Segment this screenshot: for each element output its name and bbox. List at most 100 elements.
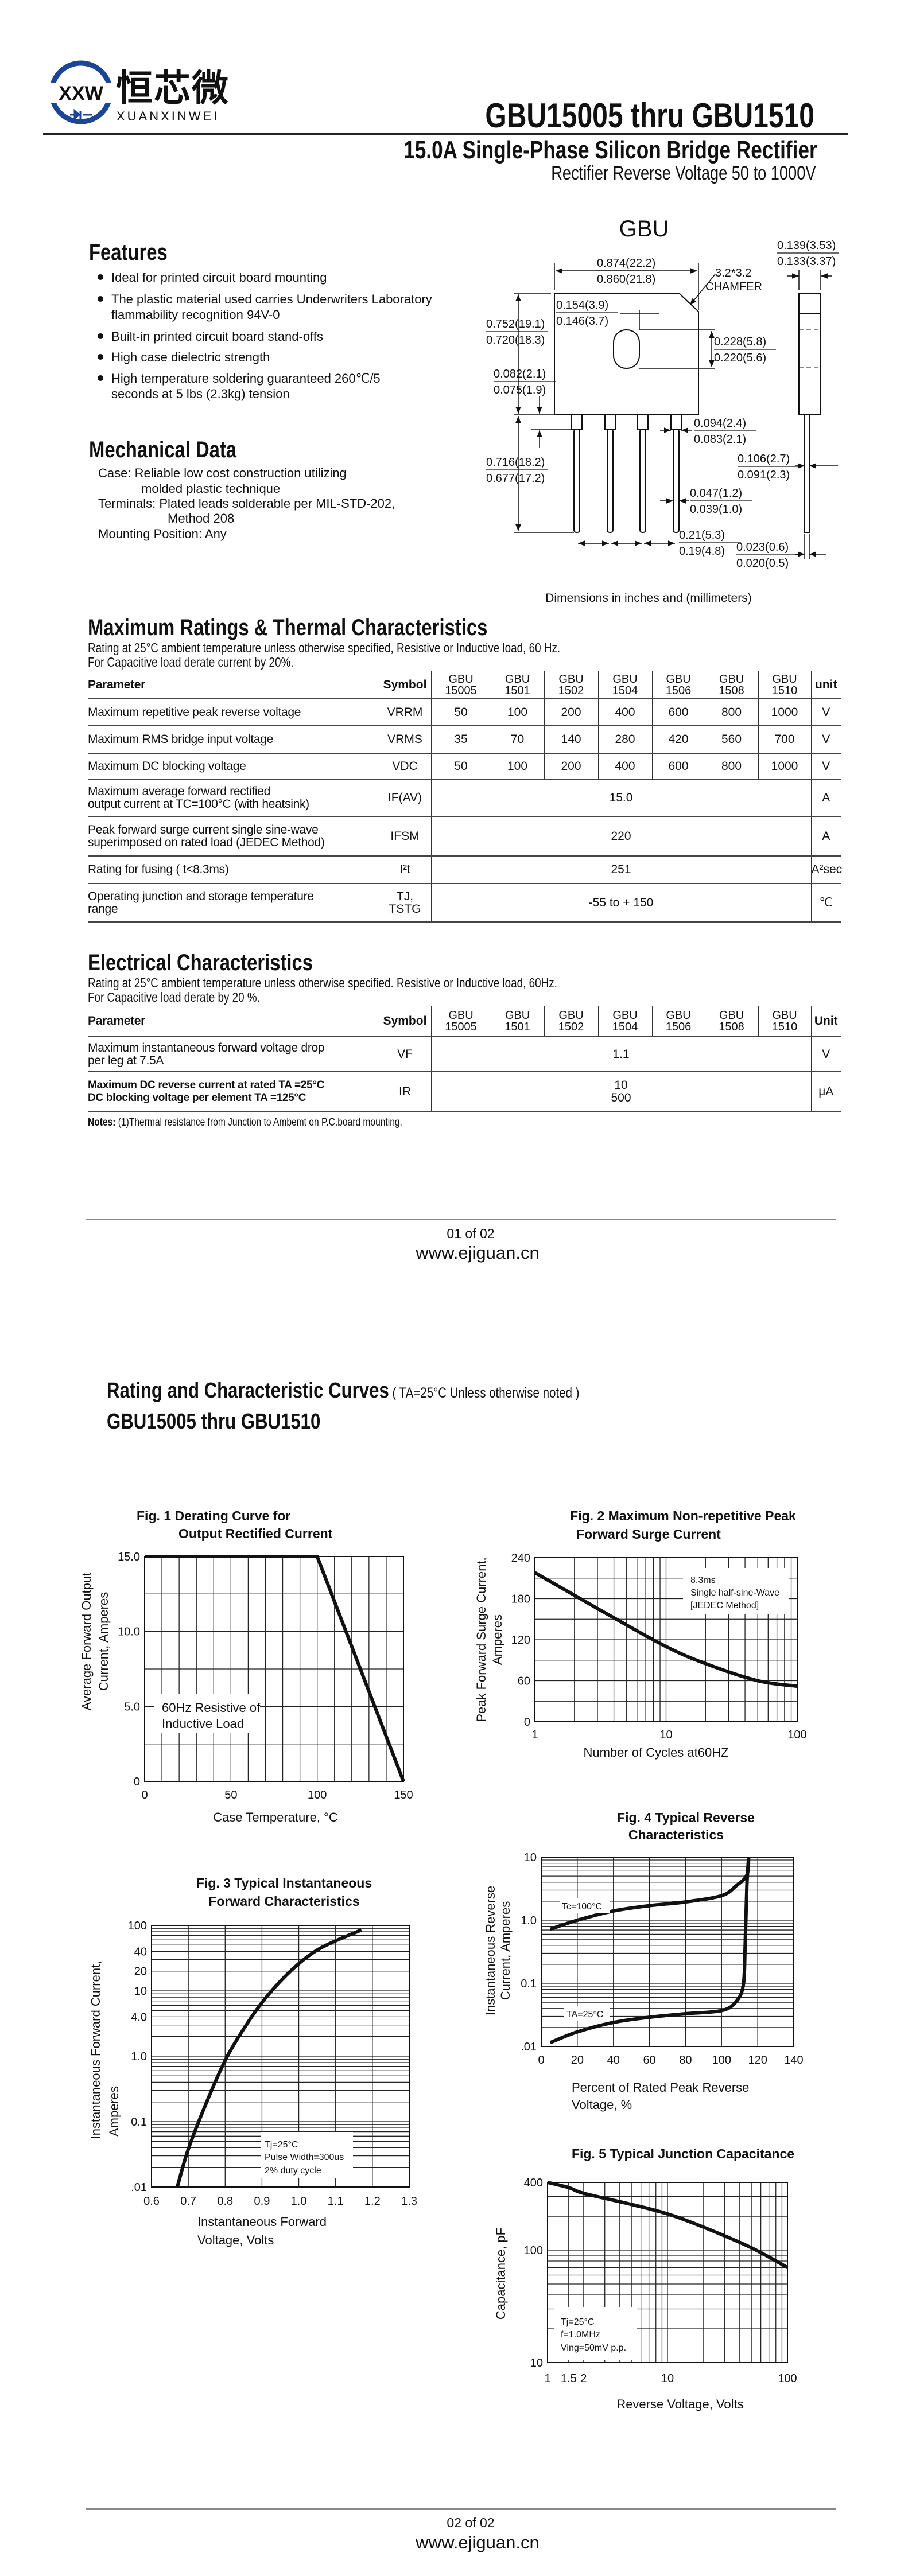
y-tick-label: .01	[131, 2181, 147, 2194]
electrical-note: For Capacitive load derate by 20 %.	[88, 990, 260, 1005]
chart-title: Forward Characteristics	[208, 1894, 359, 1909]
row-value: 100	[490, 699, 544, 726]
curve-series-0	[534, 1571, 798, 1688]
row-symbol: VDC	[378, 753, 431, 779]
y-tick-label: 120	[511, 1634, 530, 1647]
ratings-table: Parameter Symbol GBU 15005 GBU 1501 GBU 1502…	[88, 671, 842, 923]
annotation-box	[683, 1568, 789, 1614]
row-value: 280	[597, 726, 652, 753]
x-tick-label: 1.3	[401, 2195, 417, 2208]
plot-frame	[547, 2182, 788, 2363]
dimension-label: 0.228(5.8) 0.220(5.6)	[714, 336, 776, 364]
header-symbol: Symbol	[378, 1006, 431, 1037]
chart-title: Forward Surge Current	[576, 1527, 721, 1542]
dimension-label: 0.082(2.1) 0.075(1.9)	[494, 368, 556, 396]
annotation-text: Tj=25°C	[265, 2140, 298, 2150]
x-tick-label: 0	[141, 1789, 148, 1801]
dimension-max: 0.21(5.3)	[679, 529, 725, 542]
annotation-box	[154, 1694, 260, 1733]
header-model: GBU 1501	[490, 1006, 544, 1037]
logo-chinese: 恒芯微	[116, 68, 230, 109]
x-tick-label: 1.5	[561, 2372, 577, 2385]
y-axis-label: Instantaneous Forward Current,	[88, 1961, 103, 2139]
annotation-text: Single half-sine-Wave	[690, 1588, 779, 1598]
chart-title: Output Rectified Current	[178, 1526, 333, 1541]
row-parameter: Operating junction and storage temperatu…	[88, 889, 314, 916]
y-tick-label: 180	[511, 1593, 530, 1606]
table-row: Peak forward surge current single sine-w…	[88, 816, 841, 856]
dimension-min: 0.020(0.5)	[736, 557, 789, 570]
dimension-min: 0.075(1.9)	[494, 384, 546, 396]
row-value: 50	[430, 753, 491, 779]
row-unit: A	[810, 816, 841, 856]
dimensions-note: Dimensions in inches and (millimeters)	[545, 592, 751, 605]
dimension-max: 0.874(22.2)	[597, 257, 655, 270]
y-axis-label: Amperes	[107, 2086, 121, 2137]
row-parameter: Peak forward surge current single sine-w…	[88, 823, 325, 849]
footer-url[interactable]: www.ejiguan.cn	[416, 2532, 540, 2552]
electrical-table: Parameter Symbol GBU 15005 GBU 1501 GBU 1502…	[88, 1006, 841, 1112]
row-value: 140	[544, 726, 598, 753]
y-axis-label: Peak Forward Surge Current,	[474, 1557, 488, 1722]
series-label: TA=25°C	[566, 2010, 603, 2019]
notes-label: Notes:	[88, 1116, 116, 1129]
header-model: GBU 1504	[597, 671, 652, 699]
row-parameter: Maximum instantaneous forward voltage dr…	[88, 1041, 325, 1067]
table-row: Operating junction and storage temperatu…	[88, 884, 841, 922]
row-parameter: Maximum average forward rectified output…	[88, 784, 309, 811]
row-symbol: IR	[378, 1072, 431, 1111]
row-symbol: IFSM	[378, 816, 431, 856]
y-axis-label: Average Forward Output	[79, 1573, 94, 1711]
row-unit: μA	[810, 1072, 841, 1111]
plot-frame	[534, 1557, 798, 1722]
dimension-label: 0.716(18.2) 0.677(17.2)	[486, 456, 548, 485]
annotation-text: f=1.0MHz	[561, 2330, 600, 2340]
dimension-max: 0.023(0.6)	[736, 541, 789, 554]
feature-item: High temperature soldering guaranteed 26…	[96, 371, 381, 402]
y-tick-label: 40	[134, 1945, 147, 1958]
y-tick-label: 1.0	[521, 1915, 537, 1927]
header-model: GBU 15005	[430, 671, 491, 699]
row-unit: A²sec	[810, 856, 842, 884]
y-tick-label: 10.0	[118, 1626, 140, 1639]
row-value: 800	[704, 699, 758, 726]
series-label: Tc=100°C	[562, 1902, 602, 1912]
features-heading: Features	[89, 240, 168, 265]
table-header-row: Parameter Symbol GBU 15005 GBU 1501 GBU 1502…	[88, 671, 841, 699]
row-value: 70	[490, 726, 544, 753]
y-tick-label: 10	[524, 1851, 537, 1864]
x-tick-label: 100	[787, 1729, 806, 1741]
header-unit: Unit	[810, 1006, 841, 1037]
annotation-text: [JEDEC Method]	[690, 1601, 759, 1610]
x-tick-label: 10	[659, 1729, 672, 1741]
dimension-max: 0.047(1.2)	[690, 487, 742, 500]
table-row: Maximum DC blocking voltage VDC 50 100 200 40…	[88, 753, 841, 779]
annotation-text: Tj=25°C	[561, 2317, 594, 2327]
curve-series-0	[547, 2181, 789, 2269]
header-unit: unit	[810, 671, 841, 699]
x-tick-label: 0	[538, 2054, 544, 2067]
dimension-label: 0.047(1.2) 0.039(1.0)	[690, 487, 752, 516]
dimension-max: 0.106(2.7)	[738, 453, 790, 465]
x-axis-label: Case Temperature, °C	[213, 1810, 338, 1824]
row-value: 400	[597, 699, 652, 726]
y-tick-label: 400	[524, 2177, 543, 2189]
plot-frame	[151, 1925, 410, 2188]
y-axis-label: Current, Amperes	[96, 1592, 111, 1691]
curve-series-0	[549, 1857, 751, 1931]
x-tick-label: 100	[778, 2372, 797, 2385]
chart-title: Fig. 5 Typical Junction Capacitance	[572, 2146, 794, 2161]
x-tick-label: 50	[224, 1789, 237, 1801]
ratings-heading: Maximum Ratings & Thermal Characteristic…	[88, 615, 488, 640]
electrical-heading: Electrical Characteristics	[88, 950, 313, 975]
row-unit: V	[810, 699, 841, 726]
y-axis-label: Amperes	[490, 1614, 504, 1665]
dimension-min: 0.19(4.8)	[679, 545, 725, 558]
row-value: 1.1	[430, 1037, 811, 1072]
svg-text:CHAMFER: CHAMFER	[705, 281, 762, 293]
dimension-max: 0.154(3.9)	[556, 299, 608, 312]
grid	[144, 1556, 404, 1782]
footer-url[interactable]: www.ejiguan.cn	[416, 1243, 540, 1263]
dimension-max: 0.139(3.53)	[777, 239, 836, 252]
